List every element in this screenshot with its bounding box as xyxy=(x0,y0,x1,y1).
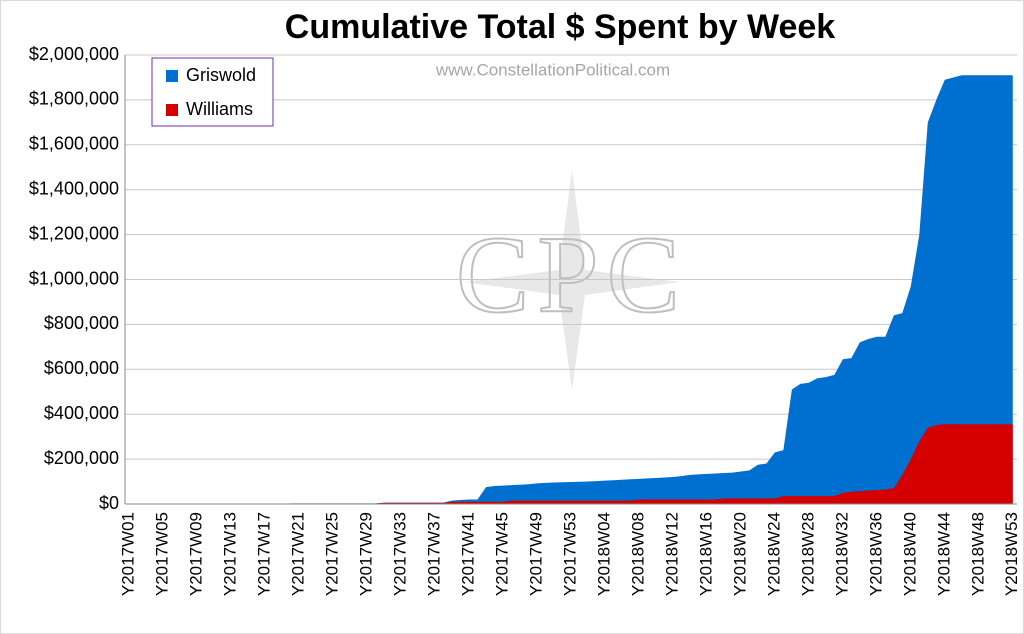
x-tick-label: Y2017W13 xyxy=(221,512,240,596)
x-tick-label: Y2017W49 xyxy=(527,512,546,596)
y-tick-label: $1,400,000 xyxy=(29,178,119,198)
legend-label: Williams xyxy=(186,99,253,119)
legend-swatch xyxy=(166,104,178,116)
y-tick-label: $200,000 xyxy=(44,448,119,468)
x-tick-label: Y2017W37 xyxy=(425,512,444,596)
x-tick-label: Y2018W44 xyxy=(934,512,953,596)
chart-title: Cumulative Total $ Spent by Week xyxy=(285,8,836,46)
y-tick-label: $1,800,000 xyxy=(29,89,119,109)
x-tick-label: Y2018W12 xyxy=(662,512,681,596)
x-tick-label: Y2018W36 xyxy=(866,512,885,596)
x-tick-label: Y2018W16 xyxy=(696,512,715,596)
x-tick-label: Y2018W20 xyxy=(730,512,749,596)
y-tick-label: $400,000 xyxy=(44,403,119,423)
watermark-url: www.ConstellationPolitical.com xyxy=(435,60,670,79)
x-tick-label: Y2017W05 xyxy=(153,512,172,596)
x-tick-label: Y2017W53 xyxy=(560,512,579,596)
x-tick-label: Y2017W09 xyxy=(187,512,206,596)
x-tick-label: Y2018W28 xyxy=(798,512,817,596)
x-tick-label: Y2017W21 xyxy=(289,512,308,596)
x-tick-label: Y2017W17 xyxy=(255,512,274,596)
x-tick-label: Y2017W33 xyxy=(391,512,410,596)
x-tick-label: Y2018W53 xyxy=(1002,512,1021,596)
x-tick-label: Y2017W41 xyxy=(459,512,478,596)
legend-label: Griswold xyxy=(186,65,256,85)
y-tick-label: $1,600,000 xyxy=(29,134,119,154)
y-tick-label: $0 xyxy=(99,493,119,513)
x-tick-label: Y2018W04 xyxy=(594,512,613,596)
y-tick-label: $2,000,000 xyxy=(29,44,119,64)
x-tick-label: Y2017W01 xyxy=(119,512,138,596)
watermark-logo: CPC xyxy=(456,213,688,335)
legend: Griswold Williams xyxy=(151,57,274,127)
x-tick-label: Y2017W29 xyxy=(357,512,376,596)
x-tick-label: Y2018W48 xyxy=(968,512,987,596)
x-tick-label: Y2018W32 xyxy=(832,512,851,596)
x-tick-label: Y2018W24 xyxy=(764,512,783,596)
legend-swatch xyxy=(166,70,178,82)
y-tick-label: $800,000 xyxy=(44,313,119,333)
x-tick-label: Y2017W45 xyxy=(493,512,512,596)
area xyxy=(129,424,1013,504)
y-tick-label: $600,000 xyxy=(44,358,119,378)
y-tick-label: $1,000,000 xyxy=(29,268,119,288)
y-tick-label: $1,200,000 xyxy=(29,223,119,243)
x-tick-label: Y2017W25 xyxy=(323,512,342,596)
area xyxy=(129,75,1013,504)
x-tick-label: Y2018W40 xyxy=(900,512,919,596)
x-tick-label: Y2018W08 xyxy=(628,512,647,596)
